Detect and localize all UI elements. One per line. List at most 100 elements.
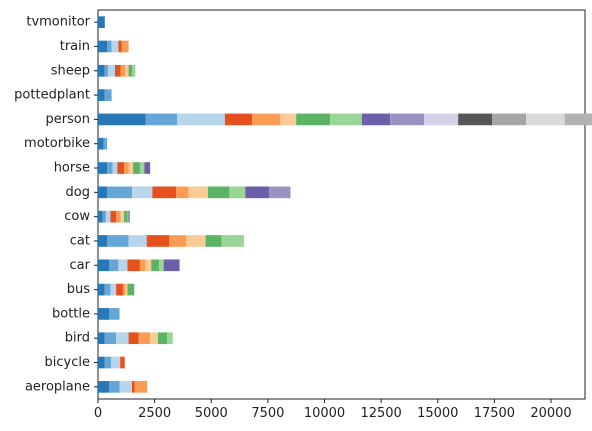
bar-segment-bicycle-2 [111, 356, 121, 369]
bar-segment-bus-3 [116, 283, 123, 296]
y-tick-label-bird: bird [65, 331, 90, 346]
bar-segment-person-0 [98, 113, 146, 126]
bar-segment-horse-2 [112, 162, 118, 174]
x-tick-label-15000: 15000 [417, 406, 458, 421]
bar-segment-car-7 [159, 259, 164, 272]
bar-segment-sheep-3 [114, 64, 121, 77]
bar-segment-bird-0 [98, 332, 105, 345]
bar-segment-train-4 [121, 40, 129, 53]
bar-segment-cow-5 [120, 210, 125, 223]
bar-segment-bus-0 [98, 283, 105, 296]
bar-segment-dog-9 [269, 186, 291, 199]
bar-segment-cow-2 [105, 210, 111, 223]
bar-segment-bird-6 [158, 332, 168, 345]
bar-segment-aeroplane-2 [119, 381, 132, 393]
bar-segment-car-3 [127, 259, 140, 272]
y-tick-label-person: person [45, 112, 90, 127]
bar-segment-horse-8 [144, 162, 151, 174]
bar-segment-pottedplant-0 [98, 89, 105, 101]
bar-segment-aeroplane-3 [131, 381, 135, 393]
bar-segment-person-1 [145, 113, 178, 126]
bar-segment-motorbike-0 [98, 137, 104, 150]
x-tick-label-5000: 5000 [195, 406, 228, 421]
bar-segment-dog-5 [188, 186, 208, 199]
bar-segment-person-6 [296, 113, 331, 126]
bar-segment-bird-7 [167, 332, 173, 345]
bar-segment-sheep-2 [108, 64, 115, 77]
bar-segment-dog-8 [245, 186, 270, 199]
bar-segment-dog-3 [152, 186, 177, 199]
bar-segment-sheep-7 [131, 64, 136, 77]
bar-segment-bicycle-0 [98, 356, 105, 369]
y-tick-label-cat: cat [70, 233, 90, 248]
bar-segment-person-10 [424, 113, 459, 126]
bar-segment-person-14 [564, 113, 592, 126]
bar-segment-car-0 [98, 259, 110, 272]
y-tick-label-bicycle: bicycle [45, 355, 90, 370]
bar-segment-dog-2 [131, 186, 153, 199]
y-tick-label-train: train [60, 39, 90, 54]
bar-segment-car-1 [109, 259, 119, 272]
bar-segment-cat-3 [146, 235, 170, 247]
bar-segment-bus-5 [125, 283, 128, 296]
bar-segment-horse-0 [98, 162, 108, 174]
bar-segment-cat-6 [205, 235, 222, 247]
x-tick-label-17500: 17500 [474, 406, 515, 421]
bar-segment-dog-0 [98, 186, 108, 199]
bar-segment-pottedplant-1 [104, 89, 112, 101]
bar-segment-cat-7 [221, 235, 245, 247]
x-tick-label-2500: 2500 [138, 406, 171, 421]
bar-segment-bottle-0 [98, 308, 110, 320]
bar-segment-bicycle-1 [104, 356, 112, 369]
bar-segment-cow-8 [128, 210, 130, 223]
bar-segment-train-2 [111, 40, 119, 53]
bar-segment-car-4 [139, 259, 146, 272]
x-tick-label-12500: 12500 [360, 406, 401, 421]
y-axis: aeroplane bicycle bird bottle bus car cat cow do… [14, 15, 98, 394]
bar-segment-horse-3 [117, 162, 125, 174]
bar-segment-motorbike-1 [103, 137, 108, 150]
bar-segment-person-3 [224, 113, 253, 126]
y-tick-label-motorbike: motorbike [24, 136, 90, 151]
bar-segment-horse-7 [139, 162, 145, 174]
y-tick-label-aeroplane: aeroplane [25, 379, 90, 394]
y-tick-label-cow: cow [64, 209, 90, 224]
y-tick-label-sheep: sheep [51, 63, 90, 78]
y-tick-label-dog: dog [66, 185, 90, 200]
y-tick-label-pottedplant: pottedplant [14, 88, 90, 103]
bar-segment-sheep-0 [98, 64, 105, 77]
bar-segment-horse-1 [107, 162, 113, 174]
bar-segment-bicycle-3 [120, 356, 125, 369]
bars-group [98, 16, 592, 393]
bar-segment-bird-2 [116, 332, 129, 345]
bar-segment-dog-7 [229, 186, 246, 199]
y-tick-label-tvmonitor: tvmonitor [26, 15, 90, 30]
bar-segment-sheep-5 [125, 64, 129, 77]
bar-segment-bird-1 [104, 332, 117, 345]
plot-frame [97, 9, 586, 400]
bar-segment-bottle-1 [109, 308, 120, 320]
x-tick-label-7500: 7500 [251, 406, 284, 421]
bar-segment-dog-1 [107, 186, 132, 199]
bar-segment-bus-4 [122, 283, 126, 296]
bar-segment-car-6 [151, 259, 160, 272]
bar-segment-horse-5 [128, 162, 134, 174]
bar-segment-cat-4 [169, 235, 187, 247]
bar-segment-aeroplane-1 [109, 381, 120, 393]
x-tick-label-10000: 10000 [304, 406, 345, 421]
bar-segment-car-8 [163, 259, 180, 272]
bar-segment-person-13 [526, 113, 565, 126]
bar-segment-bird-4 [138, 332, 151, 345]
bar-segment-person-12 [492, 113, 527, 126]
bar-segment-cow-4 [116, 210, 121, 223]
bar-segment-cow-6 [124, 210, 128, 223]
bar-segment-person-7 [330, 113, 362, 126]
bar-segment-cow-3 [110, 210, 117, 223]
bar-segment-train-1 [107, 40, 112, 53]
x-tick-label-20000: 20000 [530, 406, 571, 421]
bar-segment-tvmonitor-0 [98, 16, 105, 28]
bar-segment-bus-6 [127, 283, 135, 296]
bar-segment-sheep-6 [128, 64, 132, 77]
y-tick-label-bus: bus [67, 282, 90, 297]
